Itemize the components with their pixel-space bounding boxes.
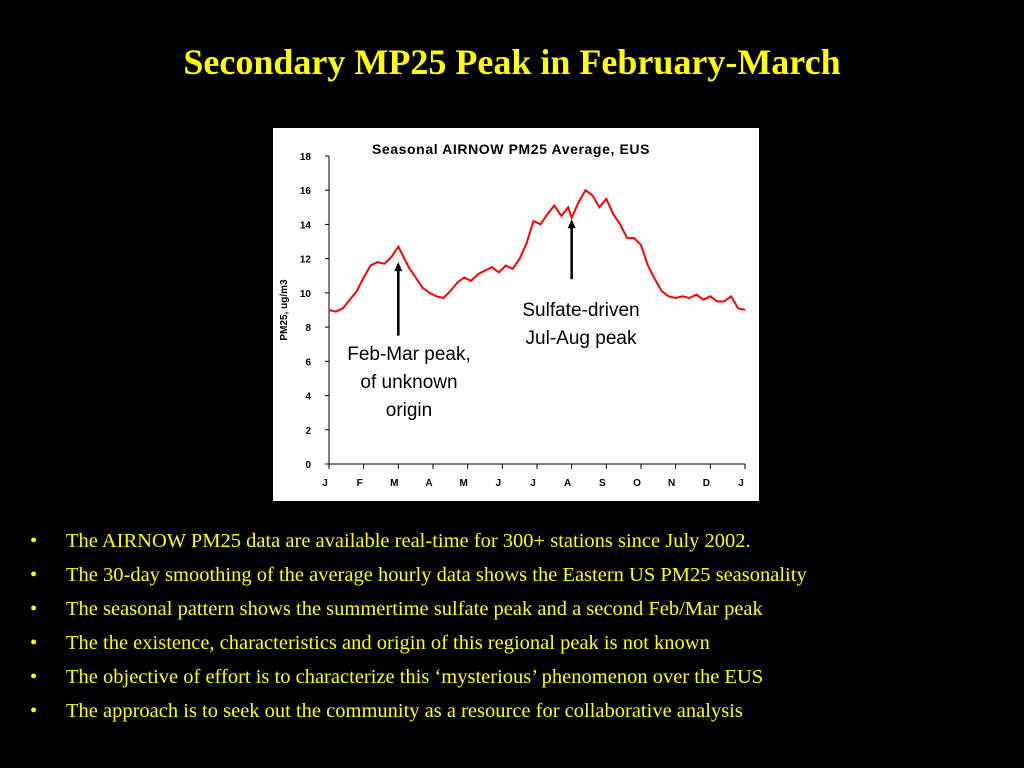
bullet-item: • The the existence, characteristics and … <box>30 626 1015 660</box>
annotation-text-line: Sulfate-driven <box>522 300 639 321</box>
x-tick-label: F <box>357 478 363 489</box>
bullet-text: The 30-day smoothing of the average hour… <box>66 564 807 586</box>
bullet-text: The approach is to seek out the communit… <box>66 700 743 722</box>
y-tick-label: 10 <box>300 289 312 300</box>
pm25-seasonal-chart: Seasonal AIRNOW PM25 Average, EUS PM25, … <box>279 141 746 489</box>
bullet-text: The AIRNOW PM25 data are available real-… <box>66 530 751 552</box>
x-tick-label: O <box>633 478 641 489</box>
bullet-symbol: • <box>30 564 38 586</box>
y-tick-label: 16 <box>300 186 312 197</box>
annotation-arrow-head <box>567 219 576 229</box>
bullet-list: • The AIRNOW PM25 data are available real… <box>30 524 1015 728</box>
annotation-text-line: of unknown <box>360 372 457 393</box>
x-tick-label: S <box>599 478 606 489</box>
bullet-symbol: • <box>30 700 38 722</box>
y-tick-label: 0 <box>305 460 311 471</box>
x-tick-label: M <box>459 478 467 489</box>
bullet-text: The seasonal pattern shows the summertim… <box>66 598 763 620</box>
bullet-text: The objective of effort is to characteri… <box>66 666 764 688</box>
y-tick-label: 18 <box>300 152 312 163</box>
bullet-symbol: • <box>30 632 38 654</box>
chart-title: Seasonal AIRNOW PM25 Average, EUS <box>372 141 650 157</box>
x-tick-label: D <box>703 478 710 489</box>
bullet-symbol: • <box>30 666 38 688</box>
annotation-text-line: Jul-Aug peak <box>526 328 637 349</box>
bullet-item: • The objective of effort is to character… <box>30 660 1015 694</box>
annotations: Sulfate-driven Jul-Aug peak Feb-Mar peak, o… <box>347 219 640 421</box>
annotation-text-line: Feb-Mar peak, <box>347 344 471 365</box>
series-line-pm25 <box>328 188 746 313</box>
y-tick-label: 8 <box>305 323 311 334</box>
y-tick-label: 2 <box>305 426 311 437</box>
bullet-symbol: • <box>30 530 38 552</box>
y-tick-label: 12 <box>300 255 312 266</box>
y-tick-label: 4 <box>305 392 311 403</box>
y-axis: 0 2 4 6 8 10 12 14 16 18 <box>300 152 330 471</box>
x-tick-label: A <box>425 478 432 489</box>
bullet-item: • The seasonal pattern shows the summerti… <box>30 592 1015 626</box>
x-tick-label: J <box>322 478 328 489</box>
x-tick-label: M <box>390 478 398 489</box>
bullet-item: • The 30-day smoothing of the average hou… <box>30 558 1015 592</box>
bullet-item: • The AIRNOW PM25 data are available real… <box>30 524 1015 558</box>
x-tick-label: N <box>668 478 675 489</box>
slide-title: Secondary MP25 Peak in February-March <box>183 42 841 82</box>
bullet-item: • The approach is to seek out the communi… <box>30 694 1015 728</box>
y-tick-label: 6 <box>305 357 311 368</box>
bullet-text: The the existence, characteristics and o… <box>66 632 710 654</box>
y-axis-label: PM25, ug/m3 <box>279 279 290 341</box>
x-tick-label: J <box>530 478 536 489</box>
annotation-text-line: origin <box>386 400 432 421</box>
bullet-symbol: • <box>30 598 38 620</box>
x-tick-label: J <box>738 478 744 489</box>
x-tick-label: J <box>496 478 502 489</box>
x-tick-label: A <box>564 478 571 489</box>
y-tick-label: 14 <box>300 220 312 231</box>
chart-panel: Seasonal AIRNOW PM25 Average, EUS PM25, … <box>273 128 759 501</box>
annotation-arrow-head <box>394 262 403 272</box>
